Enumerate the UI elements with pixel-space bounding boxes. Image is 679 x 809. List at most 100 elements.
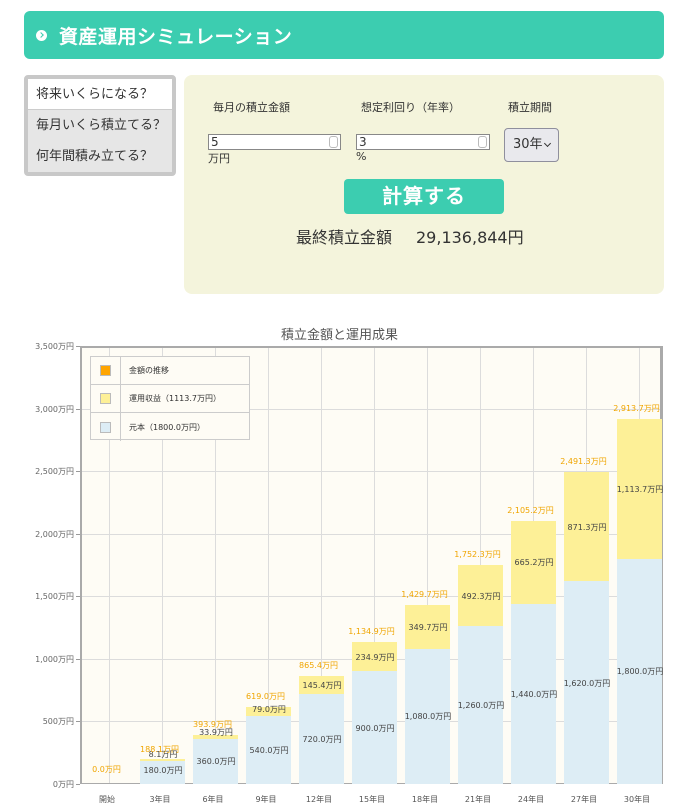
y-tick-mark <box>76 346 80 347</box>
rate-unit: % <box>356 150 367 163</box>
period-select[interactable]: 30年 <box>504 128 559 162</box>
bar-principal[interactable] <box>246 716 291 784</box>
mode-tabs: 将来いくらになる？ 毎月いくら積立てる？ 何年間積み立てる？ <box>24 75 176 176</box>
y-tick-label: 3,500万円 <box>35 342 74 351</box>
y-tick-label: 2,500万円 <box>35 467 74 477</box>
rate-input[interactable]: 3 <box>356 134 490 150</box>
bar-principal[interactable] <box>405 648 450 784</box>
period-label: 積立期間 <box>508 101 552 114</box>
bar-principal[interactable] <box>617 558 662 784</box>
period-value: 30年 <box>513 137 543 152</box>
y-tick-label: 3,000万円 <box>35 404 74 414</box>
legend-label: 金額の推移 <box>129 366 169 375</box>
x-tick-label: 6年目 <box>202 795 224 804</box>
bar-gain[interactable] <box>458 564 503 627</box>
monthly-amount-unit: 万円 <box>208 152 230 165</box>
x-tick-label: 15年目 <box>358 795 386 804</box>
bar-gain[interactable] <box>193 734 238 739</box>
y-tick-mark <box>76 533 80 535</box>
tab-monthly-amount[interactable]: 毎月いくら積立てる？ <box>36 118 167 133</box>
bar-gain[interactable] <box>564 472 609 582</box>
principal-value-label: 360.0万円 <box>196 757 236 767</box>
y-tick-label: 1,000万円 <box>35 654 74 664</box>
gain-value-label: 145.4万円 <box>302 680 342 690</box>
y-tick-label: 0万円 <box>52 780 74 789</box>
x-tick-label: 開始 <box>99 795 115 804</box>
total-value-label: 1,752.3万円 <box>454 549 501 559</box>
gridline <box>82 533 660 535</box>
legend-item-principal[interactable]: 元本（1800.0万円） <box>91 413 249 441</box>
bar-principal[interactable] <box>458 626 503 784</box>
total-value-label: 2,105.2万円 <box>507 505 554 515</box>
bar-principal[interactable] <box>352 671 397 784</box>
principal-value-label: 900.0万円 <box>355 723 395 733</box>
y-tick-mark <box>76 721 80 723</box>
total-value-label: 1,134.9万円 <box>348 626 395 636</box>
gain-value-label: 492.3万円 <box>461 591 501 601</box>
bar-principal[interactable] <box>511 603 556 784</box>
gridline <box>214 348 216 783</box>
bar-principal[interactable] <box>564 581 609 784</box>
gain-value-label: 79.0万円 <box>252 705 286 715</box>
y-tick-mark <box>76 408 80 410</box>
bar-gain[interactable] <box>511 520 556 604</box>
gridline <box>161 348 163 783</box>
gridline <box>373 348 375 783</box>
bar-principal[interactable] <box>140 761 185 784</box>
gain-value-label: 1,113.7万円 <box>616 485 664 495</box>
calculate-button[interactable]: 計算する <box>344 179 504 214</box>
total-value-label: 619.0万円 <box>246 691 285 701</box>
bar-principal[interactable] <box>193 738 238 784</box>
gridline <box>320 348 322 783</box>
legend-label: 運用収益（1113.7万円） <box>129 394 221 403</box>
principal-value-label: 720.0万円 <box>302 734 342 744</box>
rate-value: 3 <box>359 135 367 149</box>
principal-value-label: 540.0万円 <box>249 746 289 756</box>
y-tick-mark <box>76 596 80 598</box>
bar-principal[interactable] <box>299 693 344 784</box>
spinner-icon[interactable] <box>478 136 487 148</box>
monthly-amount-input[interactable]: 5 <box>208 134 341 150</box>
x-tick-label: 3年目 <box>149 795 171 804</box>
bar-gain[interactable] <box>352 641 397 672</box>
bar-gain[interactable] <box>299 675 344 694</box>
chevron-right-circle-icon <box>36 29 47 41</box>
monthly-amount-label: 毎月の積立金額 <box>213 101 290 114</box>
principal-value-label: 1,620.0万円 <box>563 678 611 688</box>
bar-gain[interactable] <box>617 419 662 559</box>
gridline <box>108 348 110 783</box>
legend-swatch-blue-icon <box>100 421 111 433</box>
result-value: 29,136,844円 <box>416 228 524 247</box>
legend-item-gain[interactable]: 運用収益（1113.7万円） <box>91 385 249 413</box>
gain-value-label: 871.3万円 <box>567 522 607 532</box>
gridline <box>82 408 660 410</box>
bar-gain[interactable] <box>246 706 291 717</box>
tab-future-value[interactable]: 将来いくらになる？ <box>28 79 172 110</box>
gridline <box>426 348 428 783</box>
legend-swatch-orange-icon <box>100 365 111 376</box>
legend-label: 元本（1800.0万円） <box>129 422 205 432</box>
gridline <box>82 596 660 598</box>
bar-gain[interactable] <box>140 759 185 762</box>
rate-label: 想定利回り（年率） <box>361 101 460 114</box>
x-tick-label: 21年目 <box>464 795 492 804</box>
total-value-label: 188.1万円 <box>140 745 179 755</box>
principal-value-label: 1,440.0万円 <box>510 689 558 699</box>
spinner-icon[interactable] <box>329 136 338 148</box>
legend-swatch-yellow-icon <box>100 393 111 404</box>
tab-period[interactable]: 何年間積み立てる？ <box>36 149 154 164</box>
principal-value-label: 1,800.0万円 <box>616 667 664 677</box>
gridline <box>267 348 269 783</box>
result-label: 最終積立金額 <box>296 228 393 247</box>
gain-value-label: 8.1万円 <box>148 750 178 760</box>
gain-value-label: 349.7万円 <box>408 622 448 632</box>
bar-gain[interactable] <box>405 605 450 649</box>
legend-item-total[interactable]: 金額の推移 <box>91 357 249 385</box>
chart-title: 積立金額と運用成果 <box>280 328 398 343</box>
total-value-label: 0.0万円 <box>92 765 121 774</box>
monthly-amount-value: 5 <box>211 135 219 149</box>
x-tick-label: 9年目 <box>255 795 277 804</box>
principal-value-label: 180.0万円 <box>143 766 183 776</box>
y-tick-mark <box>76 471 80 473</box>
x-tick-label: 18年目 <box>411 795 439 804</box>
